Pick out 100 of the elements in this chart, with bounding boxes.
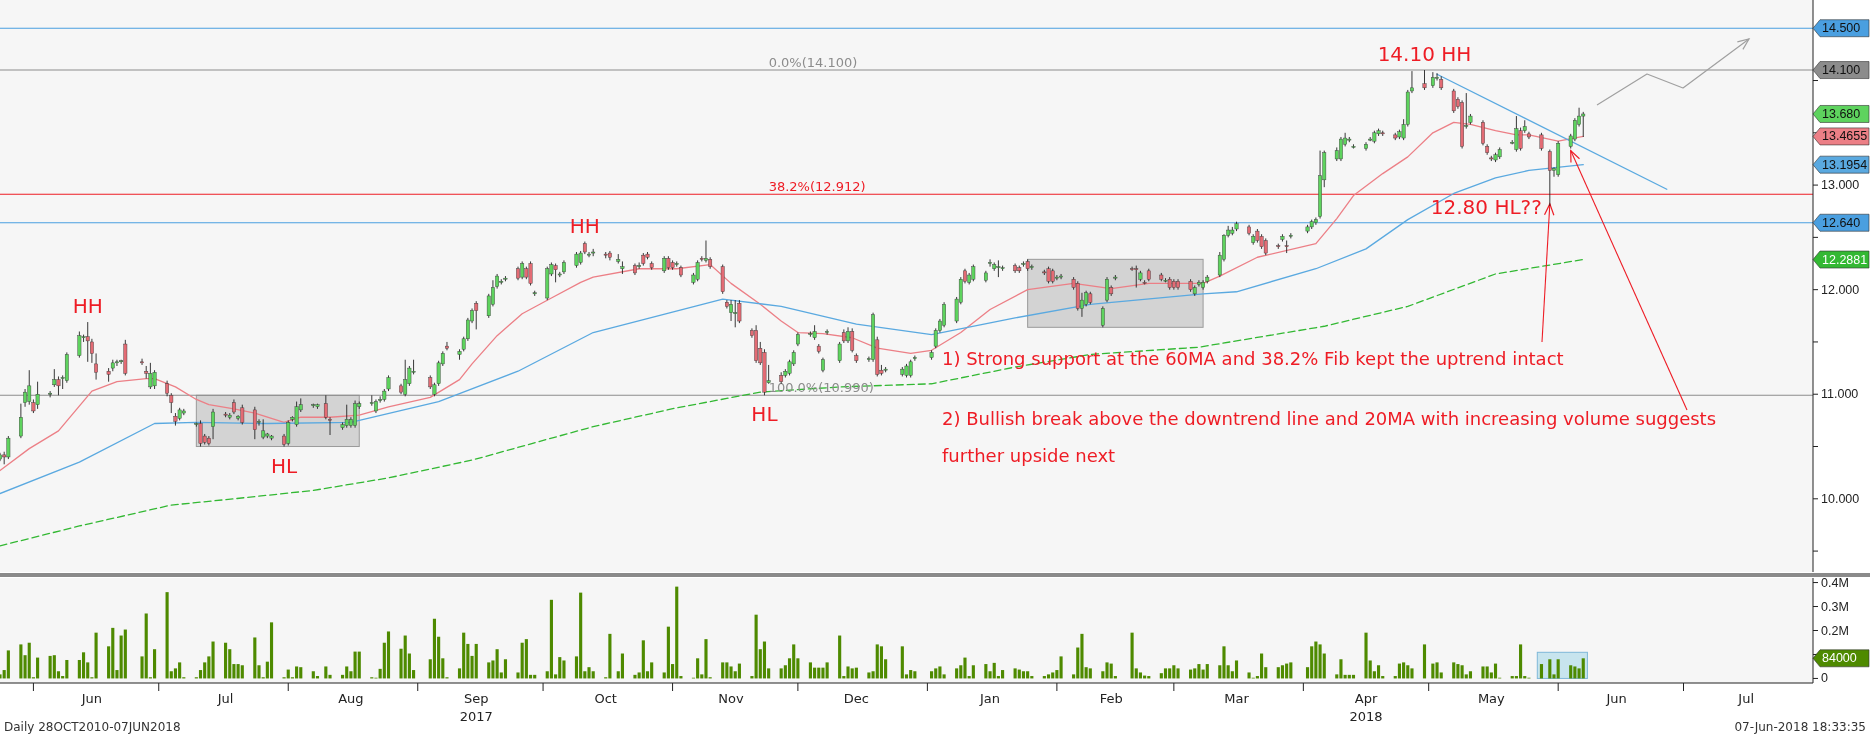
bar xyxy=(153,649,157,679)
candlestick xyxy=(620,260,625,275)
candlestick xyxy=(553,263,558,283)
bar xyxy=(403,635,407,679)
bar xyxy=(1406,665,1410,679)
bar xyxy=(1205,664,1209,679)
text: 07-Jun-2018 18:33:35 xyxy=(1734,720,1866,734)
bar xyxy=(1105,662,1109,679)
bar xyxy=(144,613,148,679)
bar xyxy=(608,633,612,679)
bar xyxy=(6,650,10,679)
y-tick-label: 11.000 xyxy=(1821,387,1859,402)
bar xyxy=(1452,662,1456,679)
bar xyxy=(955,668,959,679)
bar xyxy=(666,626,670,679)
bar xyxy=(1193,668,1197,679)
bar xyxy=(1569,665,1573,679)
candlestick xyxy=(1364,141,1368,152)
candlestick xyxy=(1451,88,1456,114)
bar xyxy=(1168,668,1172,679)
bar xyxy=(1548,659,1552,679)
bar xyxy=(779,668,783,679)
bar xyxy=(524,639,528,679)
bar xyxy=(838,635,842,679)
bar xyxy=(295,666,299,679)
x-tick-label: Apr 2018 xyxy=(1349,691,1383,724)
bar xyxy=(432,618,437,679)
y-tick-label: 12.2881 xyxy=(1822,252,1868,267)
x-tick-label: Mar xyxy=(1224,691,1250,706)
bar xyxy=(1026,671,1030,679)
candlestick xyxy=(198,419,203,447)
candlestick xyxy=(825,328,829,336)
y-tick-label: 0.4M xyxy=(1821,575,1849,590)
bar xyxy=(1138,672,1142,679)
candlestick xyxy=(695,259,700,282)
bar xyxy=(641,640,645,679)
bar xyxy=(240,665,244,679)
bar xyxy=(65,659,69,679)
y-tick-label: 0.2M xyxy=(1821,623,1849,638)
bar xyxy=(754,614,758,679)
x-tick-label: Jan xyxy=(979,691,1001,706)
bar xyxy=(1059,656,1063,679)
bar xyxy=(721,662,725,679)
bar xyxy=(1176,668,1180,679)
annotation: 12.80 HL?? xyxy=(1430,195,1542,219)
candlestick xyxy=(1100,305,1105,328)
candlestick xyxy=(140,358,144,366)
candlestick xyxy=(528,260,533,286)
bar xyxy=(178,662,182,679)
bar xyxy=(1289,662,1293,679)
x-tick-label: Dec xyxy=(843,691,869,706)
y-tick-label: 84000 xyxy=(1822,651,1857,666)
bar xyxy=(549,599,553,679)
bar xyxy=(353,651,357,679)
bar xyxy=(558,657,562,679)
annotation: HL xyxy=(751,402,779,427)
x-tick-label: Feb xyxy=(1099,691,1123,706)
annotation: 0.0%(14.100) xyxy=(768,55,858,71)
bar xyxy=(696,658,700,679)
bar xyxy=(1556,659,1560,679)
bar xyxy=(94,632,98,679)
bar xyxy=(520,642,524,679)
bar xyxy=(1163,668,1168,679)
bar xyxy=(620,653,624,679)
bar xyxy=(792,644,796,679)
bar xyxy=(729,666,733,679)
bar xyxy=(938,666,942,679)
bar xyxy=(1573,666,1577,679)
candlestick xyxy=(1481,119,1485,146)
bar xyxy=(1485,666,1489,679)
bar xyxy=(474,643,478,679)
x-tick-label: Nov xyxy=(718,691,745,706)
bar xyxy=(725,662,729,679)
bar xyxy=(963,657,967,679)
candlestick xyxy=(1284,240,1289,254)
bar xyxy=(1468,671,1473,679)
x-tick-label: Jul xyxy=(216,691,234,706)
candlestick xyxy=(445,341,449,351)
bar xyxy=(123,629,127,679)
candlestick xyxy=(729,299,733,322)
candlestick xyxy=(996,259,1001,278)
bar xyxy=(1080,633,1084,679)
bar xyxy=(704,639,708,679)
bar xyxy=(1276,667,1280,679)
bar xyxy=(81,652,86,679)
bar xyxy=(345,666,349,679)
bar xyxy=(1222,646,1226,679)
bar xyxy=(1280,665,1285,679)
candlestick xyxy=(1514,115,1519,153)
annotation: 2) Bullish break above the downtrend line and 20MA with increasing volume suggests further upside next xyxy=(942,408,1717,466)
bar xyxy=(211,641,215,679)
candlestick xyxy=(733,299,738,328)
ref-line-label: 14.500 xyxy=(1822,21,1861,36)
x-tick-label: Jun xyxy=(1605,691,1627,706)
bar xyxy=(487,662,491,679)
y-tick-label: 12.000 xyxy=(1821,282,1860,297)
bar xyxy=(27,642,31,679)
bar xyxy=(1456,664,1460,679)
bar xyxy=(846,666,850,679)
x-tick-label: May xyxy=(1477,691,1506,706)
